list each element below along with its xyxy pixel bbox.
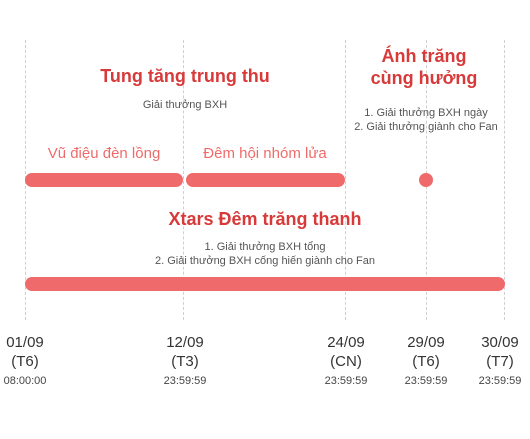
timeline-tick-30-09: 30/09 (T7) 23:59:59 <box>470 333 530 391</box>
event-desc-xtars-2: 2. Giải thưởng BXH cống hiến giành cho F… <box>154 255 376 267</box>
event-desc-xtars-1: 1. Giải thưởng BXH tổng <box>204 241 326 253</box>
tick-date: 30/09 <box>481 334 519 351</box>
event-desc-anh-trang-2: 2. Giải thưởng giành cho Fan <box>354 121 498 133</box>
timeline-tick-12-09: 12/09 (T3) 23:59:59 <box>155 333 215 391</box>
tick-time: 08:00:00 <box>3 375 47 387</box>
tick-weekday: (T6) <box>412 353 440 370</box>
timeline-tick-24-09: 24/09 (CN) 23:59:59 <box>316 333 376 391</box>
tick-weekday: (CN) <box>330 353 362 370</box>
tick-date: 24/09 <box>327 334 365 351</box>
event-desc-anh-trang-1: 1. Giải thưởng BXH ngày <box>364 107 488 119</box>
guide-line-24-09 <box>345 40 346 320</box>
event-title-anh-trang-line2: cùng hưởng <box>370 68 478 88</box>
phase-dot-anh-trang <box>419 173 433 187</box>
tick-time: 23:59:59 <box>404 375 448 387</box>
tick-date: 29/09 <box>407 334 445 351</box>
tick-weekday: (T7) <box>486 353 514 370</box>
event-title-tung-tang: Tung tăng trung thu <box>100 66 270 86</box>
phase-bar-dem-hoi <box>186 173 345 187</box>
tick-weekday: (T3) <box>171 353 199 370</box>
tick-date: 01/09 <box>6 334 44 351</box>
tick-time: 23:59:59 <box>163 375 207 387</box>
tick-time: 23:59:59 <box>478 375 522 387</box>
guide-line-30-09 <box>504 40 505 320</box>
event-desc-tung-tang: Giải thưởng BXH <box>142 99 228 111</box>
tick-weekday: (T6) <box>11 353 39 370</box>
event-title-anh-trang-line1: Ánh trăng <box>381 46 467 66</box>
phase-bar-vu-dieu <box>25 173 183 187</box>
phase-bar-xtars <box>25 277 505 291</box>
phase-label-vu-dieu: Vũ điệu đèn lồng <box>47 145 161 162</box>
tick-date: 12/09 <box>166 334 204 351</box>
timeline-tick-01-09: 01/09 (T6) 08:00:00 <box>0 333 55 391</box>
guide-line-12-09 <box>183 40 184 320</box>
timeline-tick-29-09: 29/09 (T6) 23:59:59 <box>396 333 456 391</box>
event-title-xtars: Xtars Đêm trăng thanh <box>168 209 362 229</box>
phase-label-dem-hoi: Đêm hội nhóm lửa <box>203 145 327 162</box>
tick-time: 23:59:59 <box>324 375 368 387</box>
